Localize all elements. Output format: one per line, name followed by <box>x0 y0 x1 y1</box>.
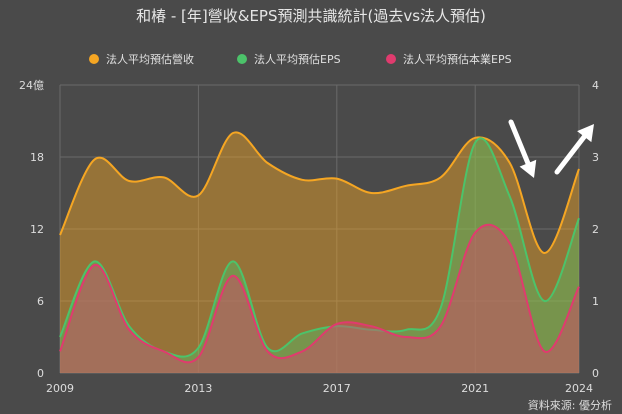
source-label: 資料來源: 優分析 <box>528 398 612 412</box>
down-arrow <box>508 119 537 178</box>
series-line-3 <box>59 223 580 364</box>
y-right-tick-label: 3 <box>592 151 599 164</box>
legend-label-2: 法人平均預估EPS <box>254 52 341 66</box>
annotation-arrows <box>508 119 594 178</box>
legend-marker-3 <box>386 54 396 64</box>
y-left-tick-label: 6 <box>37 295 44 308</box>
series-area-3 <box>60 224 579 373</box>
x-tick-label: 2017 <box>323 382 351 395</box>
y-left-tick-label: 18 <box>30 151 44 164</box>
x-tick-label: 2013 <box>184 382 212 395</box>
x-tick-label: 2021 <box>461 382 489 395</box>
y-left-tick-label: 24億 <box>19 79 44 92</box>
plot-area <box>59 131 580 373</box>
legend-marker-2 <box>237 54 247 64</box>
x-tick-label: 2024 <box>565 382 593 395</box>
grid <box>59 84 580 374</box>
y-right-tick-label: 0 <box>592 367 599 380</box>
y-left-tick-label: 0 <box>37 367 44 380</box>
series-line-1 <box>59 131 580 254</box>
legend-label-1: 法人平均預估營收 <box>106 52 194 66</box>
series-area-2 <box>60 138 579 373</box>
legend: 法人平均預估營收 法人平均預估EPS 法人平均預估本業EPS <box>89 52 512 66</box>
series-line-2 <box>59 137 580 358</box>
legend-label-3: 法人平均預估本業EPS <box>403 52 512 66</box>
y-right-tick-label: 4 <box>592 79 599 92</box>
chart-title: 和椿 - [年]營收&EPS預測共識統計(過去vs法人預估) <box>136 7 486 25</box>
legend-marker-1 <box>89 54 99 64</box>
y-left-tick-label: 12 <box>30 223 44 236</box>
up-arrow <box>554 124 594 175</box>
y-right-tick-label: 1 <box>592 295 599 308</box>
series-area-1 <box>60 132 579 373</box>
x-tick-label: 2009 <box>46 382 74 395</box>
y-right-tick-label: 2 <box>592 223 599 236</box>
